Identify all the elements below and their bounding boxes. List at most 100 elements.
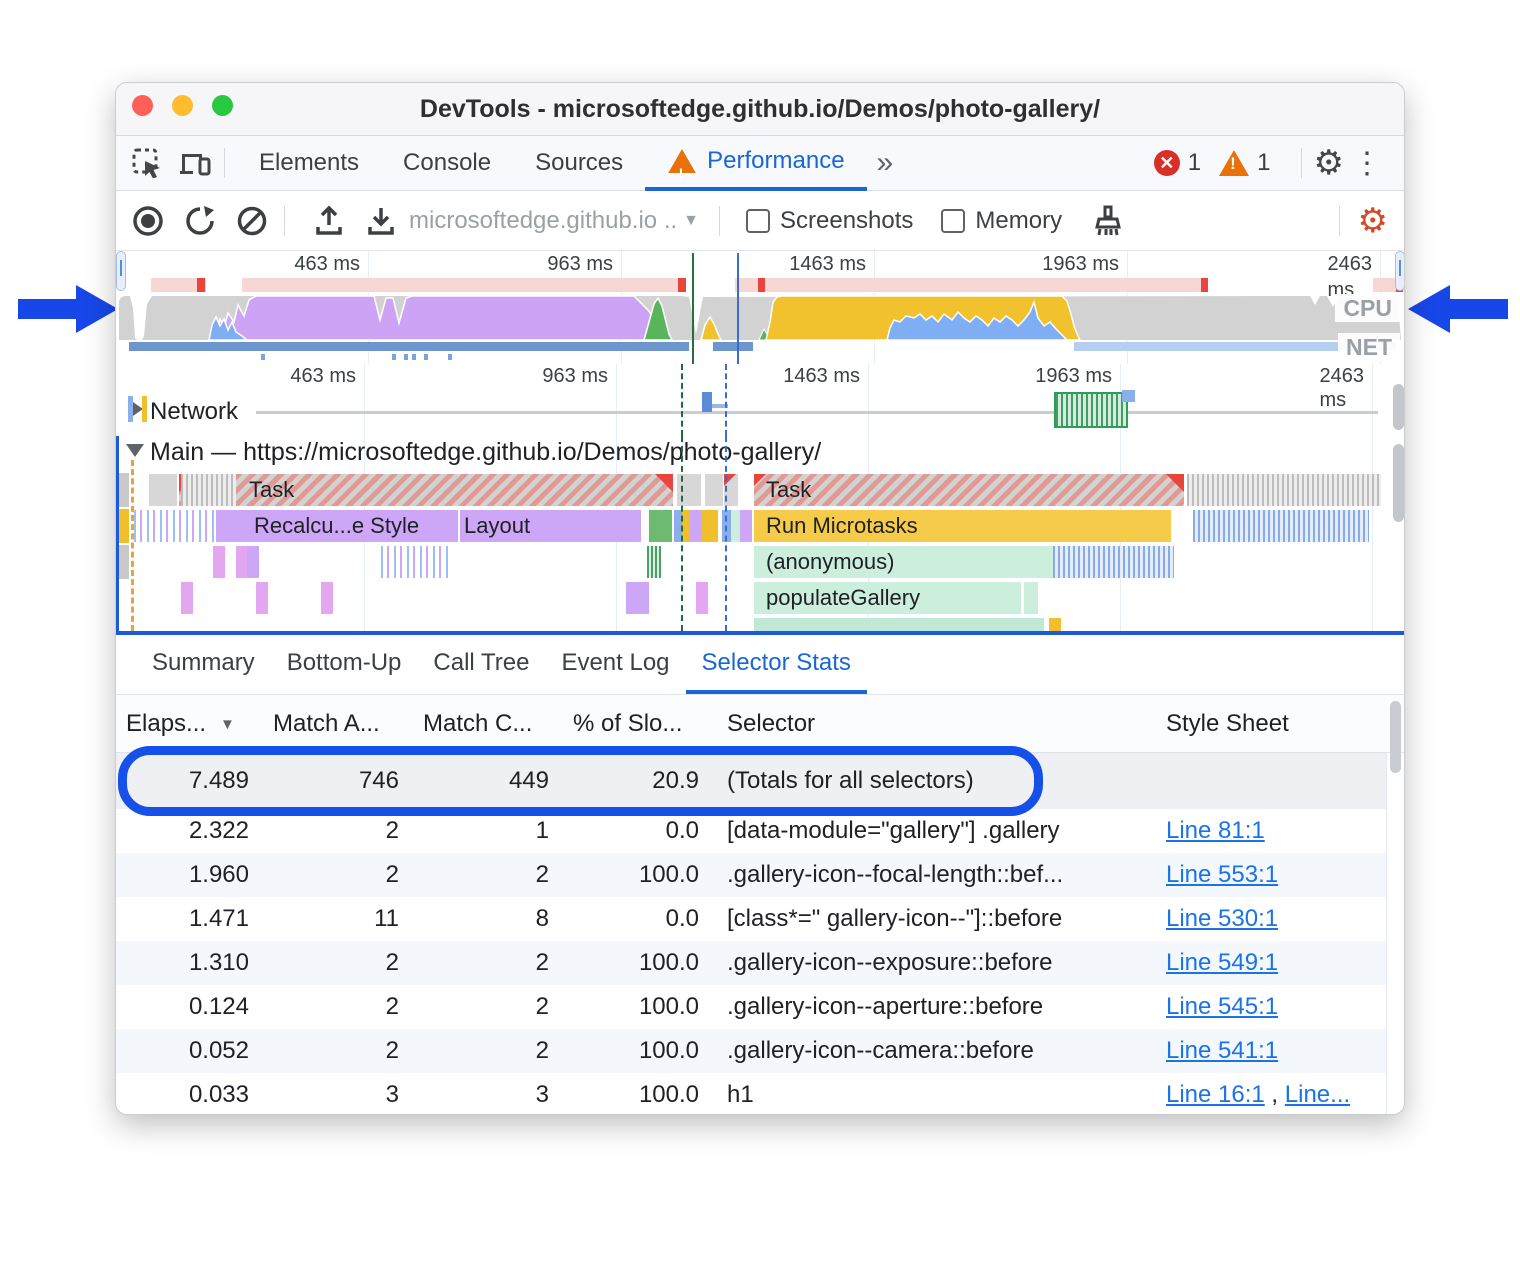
table-scrollbar[interactable] bbox=[1390, 701, 1401, 773]
run-microtasks-bar[interactable]: Run Microtasks bbox=[754, 510, 1171, 542]
overview-tick: 1963 ms bbox=[1042, 253, 1119, 275]
tab-event-log[interactable]: Event Log bbox=[561, 649, 670, 676]
network-subtick bbox=[392, 354, 396, 360]
cell-elapsed: 7.489 bbox=[188, 767, 249, 794]
network-track[interactable]: Network bbox=[116, 390, 1404, 436]
style-sheet-link[interactable]: Line 16:1 bbox=[1166, 1081, 1265, 1108]
col-selector[interactable]: Selector bbox=[727, 710, 816, 737]
col-pct-slow[interactable]: % of Slo... bbox=[573, 710, 683, 737]
console-error-badge[interactable]: ✕ 1 bbox=[1153, 149, 1201, 177]
style-sheet-link[interactable]: Line 81:1 bbox=[1166, 817, 1265, 844]
tab-performance[interactable]: Performance bbox=[645, 136, 867, 197]
table-row[interactable]: 1.471 11 8 0.0 [class*=" gallery-icon--"… bbox=[116, 897, 1386, 941]
checkbox-box bbox=[941, 208, 966, 233]
style-sheet-link[interactable]: Line 553:1 bbox=[1166, 861, 1279, 888]
history-select[interactable]: microsoftedge.github.io .. ▼ bbox=[409, 206, 699, 234]
col-elapsed[interactable]: Elaps... ▼ bbox=[126, 710, 235, 737]
layout-bar[interactable]: Layout bbox=[460, 510, 641, 542]
col-match-attempts[interactable]: Match A... bbox=[273, 710, 380, 737]
tab-elements[interactable]: Elements bbox=[259, 149, 360, 176]
cpu-strip-label: CPU bbox=[1335, 294, 1400, 322]
paint-fragment[interactable] bbox=[660, 510, 672, 542]
timeline-tick: 963 ms bbox=[542, 365, 608, 387]
timeline-overview[interactable]: 463 ms 963 ms 1463 ms 1963 ms 2463 ms bbox=[116, 251, 1404, 364]
style-sheet-link[interactable]: Line 541:1 bbox=[1166, 1037, 1279, 1064]
table-row[interactable]: 1.960 2 2 100.0 .gallery-icon--focal-len… bbox=[116, 853, 1386, 897]
long-task-bar[interactable]: Task bbox=[179, 474, 673, 506]
col-match-count[interactable]: Match C... bbox=[423, 710, 533, 737]
reload-record-icon[interactable] bbox=[180, 201, 220, 241]
kebab-menu-icon[interactable]: ⋮ bbox=[1352, 146, 1382, 180]
fragment bbox=[256, 582, 268, 614]
table-row[interactable]: 7.489 746 449 20.9 (Totals for all selec… bbox=[116, 753, 1386, 809]
screenshots-checkbox[interactable]: Screenshots bbox=[746, 207, 913, 235]
minimize-window-button[interactable] bbox=[172, 95, 193, 116]
task-fragments bbox=[1187, 474, 1381, 506]
table-row[interactable]: 0.052 2 2 100.0 .gallery-icon--camera::b… bbox=[116, 1029, 1386, 1073]
style-sheet-link[interactable]: Line... bbox=[1284, 1081, 1351, 1108]
cell-match-count: 449 bbox=[508, 767, 549, 794]
gutter-mark bbox=[119, 509, 129, 543]
more-tabs-icon[interactable]: » bbox=[876, 146, 894, 179]
tab-summary[interactable]: Summary bbox=[152, 649, 255, 676]
overview-right-handle[interactable] bbox=[1395, 251, 1404, 291]
network-scrollbar[interactable] bbox=[1393, 384, 1404, 430]
divider bbox=[284, 205, 285, 236]
table-row[interactable]: 0.124 2 2 100.0 .gallery-icon--aperture:… bbox=[116, 985, 1386, 1029]
long-task-bar[interactable]: Task bbox=[754, 474, 1184, 506]
tab-call-tree[interactable]: Call Tree bbox=[433, 649, 530, 676]
divider bbox=[1300, 148, 1302, 178]
warning-icon bbox=[1219, 150, 1250, 176]
cell-match-count: 8 bbox=[535, 905, 549, 932]
fragment bbox=[696, 582, 708, 614]
collect-garbage-icon[interactable] bbox=[1088, 201, 1128, 241]
overview-cursor-green bbox=[692, 253, 694, 364]
zoom-window-button[interactable] bbox=[212, 95, 233, 116]
tab-sources[interactable]: Sources bbox=[535, 149, 624, 176]
style-sheet-link[interactable]: Line 549:1 bbox=[1166, 949, 1279, 976]
clear-icon[interactable] bbox=[232, 201, 272, 241]
task-fragment[interactable] bbox=[149, 474, 177, 506]
main-track-header[interactable]: Main — https://microsoftedge.github.io/D… bbox=[116, 436, 1404, 471]
device-toolbar-icon[interactable] bbox=[178, 146, 212, 180]
settings-gear-icon[interactable]: ⚙ bbox=[1313, 144, 1344, 182]
tab-console[interactable]: Console bbox=[403, 149, 492, 176]
style-sheet-link[interactable]: Line 545:1 bbox=[1166, 993, 1279, 1020]
overview-left-handle[interactable] bbox=[116, 251, 126, 291]
memory-checkbox[interactable]: Memory bbox=[941, 207, 1062, 235]
paint-fragment[interactable] bbox=[649, 510, 661, 542]
recalculate-style-bar[interactable]: Recalcu...e Style bbox=[216, 510, 458, 542]
task-fragment[interactable] bbox=[724, 474, 738, 506]
long-task-marker bbox=[197, 278, 205, 292]
main-scrollbar[interactable] bbox=[1393, 444, 1404, 522]
close-window-button[interactable] bbox=[132, 95, 153, 116]
performance-toolbar: microsoftedge.github.io .. ▼ Screenshots… bbox=[116, 191, 1404, 251]
fragment bbox=[740, 510, 752, 542]
table-row[interactable]: 1.310 2 2 100.0 .gallery-icon--exposure:… bbox=[116, 941, 1386, 985]
col-style-sheet[interactable]: Style Sheet bbox=[1166, 710, 1289, 737]
download-profile-icon[interactable] bbox=[361, 201, 401, 241]
console-warning-badge[interactable]: 1 bbox=[1219, 149, 1271, 177]
flame-row-2: Recalcu...e Style Layout Run Microtasks bbox=[116, 509, 1404, 543]
tab-bottom-up[interactable]: Bottom-Up bbox=[286, 649, 402, 676]
tab-selector-stats[interactable]: Selector Stats bbox=[685, 635, 867, 694]
main-thread-track[interactable]: Main — https://microsoftedge.github.io/D… bbox=[116, 436, 1404, 631]
upload-profile-icon[interactable] bbox=[309, 201, 349, 241]
populate-gallery-bar[interactable]: populateGallery bbox=[754, 582, 1021, 614]
cell-elapsed: 0.033 bbox=[188, 1081, 249, 1108]
capture-settings-gear-icon[interactable]: ⚙ bbox=[1357, 201, 1388, 240]
cell-style-sheet: Line 541:1 bbox=[1166, 1029, 1384, 1073]
style-sheet-link[interactable]: Line 530:1 bbox=[1166, 905, 1279, 932]
task-fragment[interactable] bbox=[705, 474, 723, 506]
table-row[interactable]: 0.033 3 3 100.0 h1 Line 16:1 , Line... bbox=[116, 1073, 1386, 1114]
fragment bbox=[213, 546, 225, 578]
main-collapse-icon[interactable] bbox=[126, 444, 144, 457]
record-icon[interactable] bbox=[128, 201, 168, 241]
inspect-element-icon[interactable] bbox=[130, 146, 164, 180]
anonymous-bar[interactable]: (anonymous) bbox=[754, 546, 1053, 578]
network-collapse-icon[interactable] bbox=[130, 400, 143, 418]
table-row[interactable]: 2.322 2 1 0.0 [data-module="gallery"] .g… bbox=[116, 809, 1386, 853]
gutter-mark bbox=[119, 545, 129, 579]
cell-elapsed: 1.960 bbox=[188, 861, 249, 888]
cell-selector: .gallery-icon--focal-length::bef... bbox=[727, 861, 1064, 888]
